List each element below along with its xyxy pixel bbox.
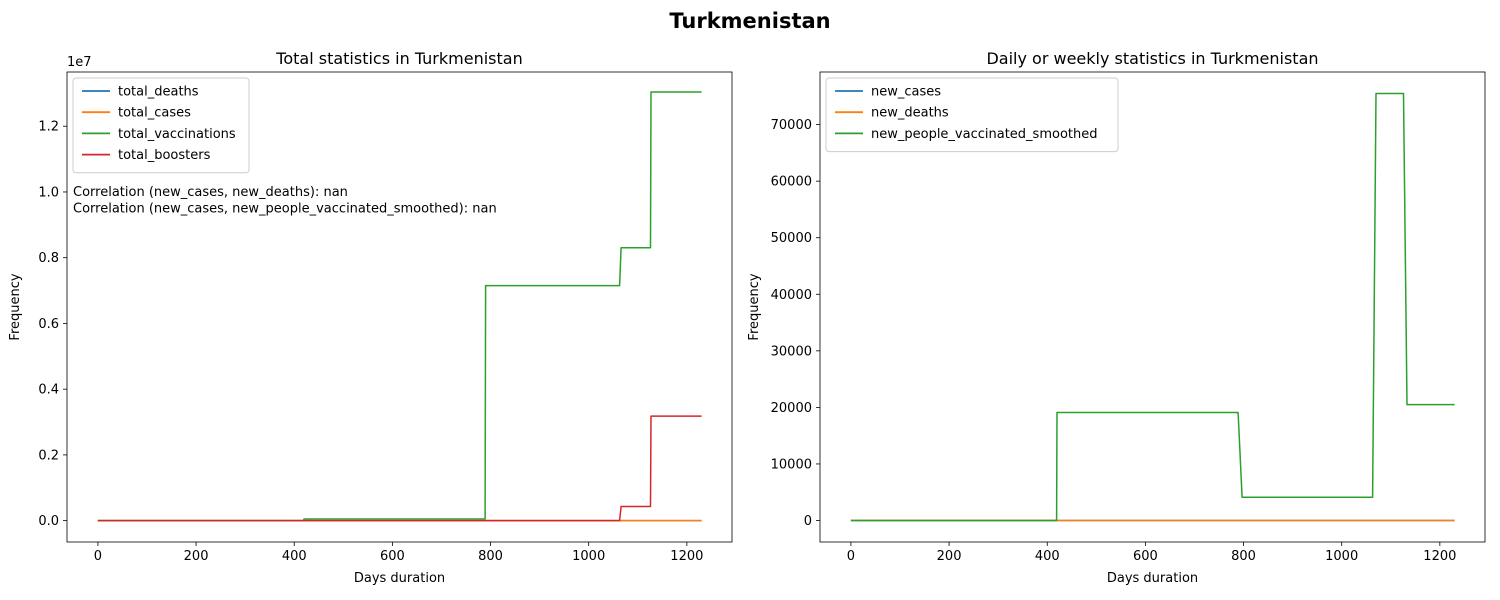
y-axis-label: Frequency bbox=[747, 273, 762, 340]
x-tick-label: 0 bbox=[847, 549, 855, 564]
plot-frame bbox=[66, 71, 733, 543]
plot-frame bbox=[819, 71, 1486, 543]
x-tick-label: 600 bbox=[1133, 549, 1158, 564]
y-tick-label: 0.0 bbox=[38, 514, 59, 529]
legend-box bbox=[72, 77, 250, 174]
chart-daily-weekly-statistics: Daily or weekly statistics in Turkmenist… bbox=[747, 49, 1486, 586]
y-tick-label: 1.2 bbox=[38, 120, 59, 135]
y-tick-label: 50000 bbox=[771, 231, 812, 246]
correlation-annotation: Correlation (new_cases, new_people_vacci… bbox=[73, 202, 497, 217]
x-axis-label: Days duration bbox=[1107, 571, 1198, 586]
y-offset-text: 1e7 bbox=[67, 55, 92, 70]
x-tick-label: 0 bbox=[94, 549, 102, 564]
legend-box bbox=[825, 77, 1119, 153]
x-tick-label: 800 bbox=[478, 549, 503, 564]
y-tick-label: 0.8 bbox=[38, 251, 59, 266]
correlation-annotation: Correlation (new_cases, new_deaths): nan bbox=[73, 185, 348, 200]
x-tick-label: 200 bbox=[184, 549, 209, 564]
series-line-total_boosters bbox=[97, 415, 702, 522]
y-tick-label: 60000 bbox=[771, 175, 812, 190]
legend-label: new_cases bbox=[871, 85, 941, 100]
y-tick-label: 20000 bbox=[771, 401, 812, 416]
series-line-new_people_vaccinated_smoothed bbox=[850, 92, 1455, 522]
x-tick-label: 1200 bbox=[1423, 549, 1456, 564]
legend: new_cases new_deaths new_people_vaccinated… bbox=[825, 77, 1119, 153]
figure-suptitle: Turkmenistan bbox=[669, 9, 830, 33]
chart-title: Daily or weekly statistics in Turkmenist… bbox=[986, 49, 1318, 68]
y-tick-label: 0.6 bbox=[38, 317, 59, 332]
chart-total-statistics: Total statistics in Turkmenistan 0 200 400 6… bbox=[8, 49, 733, 586]
chart-title: Total statistics in Turkmenistan bbox=[275, 49, 522, 68]
y-tick-label: 10000 bbox=[771, 457, 812, 472]
x-tick-label: 200 bbox=[937, 549, 962, 564]
series-line-total_vaccinations bbox=[97, 91, 702, 522]
x-tick-label: 400 bbox=[282, 549, 307, 564]
x-tick-label: 600 bbox=[380, 549, 405, 564]
y-tick-label: 40000 bbox=[771, 288, 812, 303]
y-tick-label: 70000 bbox=[771, 118, 812, 133]
x-tick-label: 1000 bbox=[1325, 549, 1358, 564]
y-tick-label: 30000 bbox=[771, 344, 812, 359]
legend: total_deaths total_cases total_vaccination… bbox=[72, 77, 250, 174]
legend-label: total_boosters bbox=[118, 148, 211, 163]
legend-label: total_vaccinations bbox=[118, 127, 236, 142]
y-axis-label: Frequency bbox=[8, 273, 23, 340]
legend-label: new_people_vaccinated_smoothed bbox=[871, 127, 1097, 142]
y-tick-label: 0.2 bbox=[38, 448, 59, 463]
x-tick-label: 800 bbox=[1231, 549, 1256, 564]
legend-label: new_deaths bbox=[871, 106, 949, 121]
x-tick-label: 400 bbox=[1035, 549, 1060, 564]
legend-label: total_deaths bbox=[118, 85, 199, 100]
y-tick-label: 0.4 bbox=[38, 383, 59, 398]
x-tick-label: 1000 bbox=[572, 549, 605, 564]
legend-label: total_cases bbox=[118, 106, 191, 121]
x-tick-label: 1200 bbox=[670, 549, 703, 564]
x-axis-label: Days duration bbox=[354, 571, 445, 586]
y-tick-label: 0 bbox=[804, 514, 812, 529]
y-tick-label: 1.0 bbox=[38, 185, 59, 200]
